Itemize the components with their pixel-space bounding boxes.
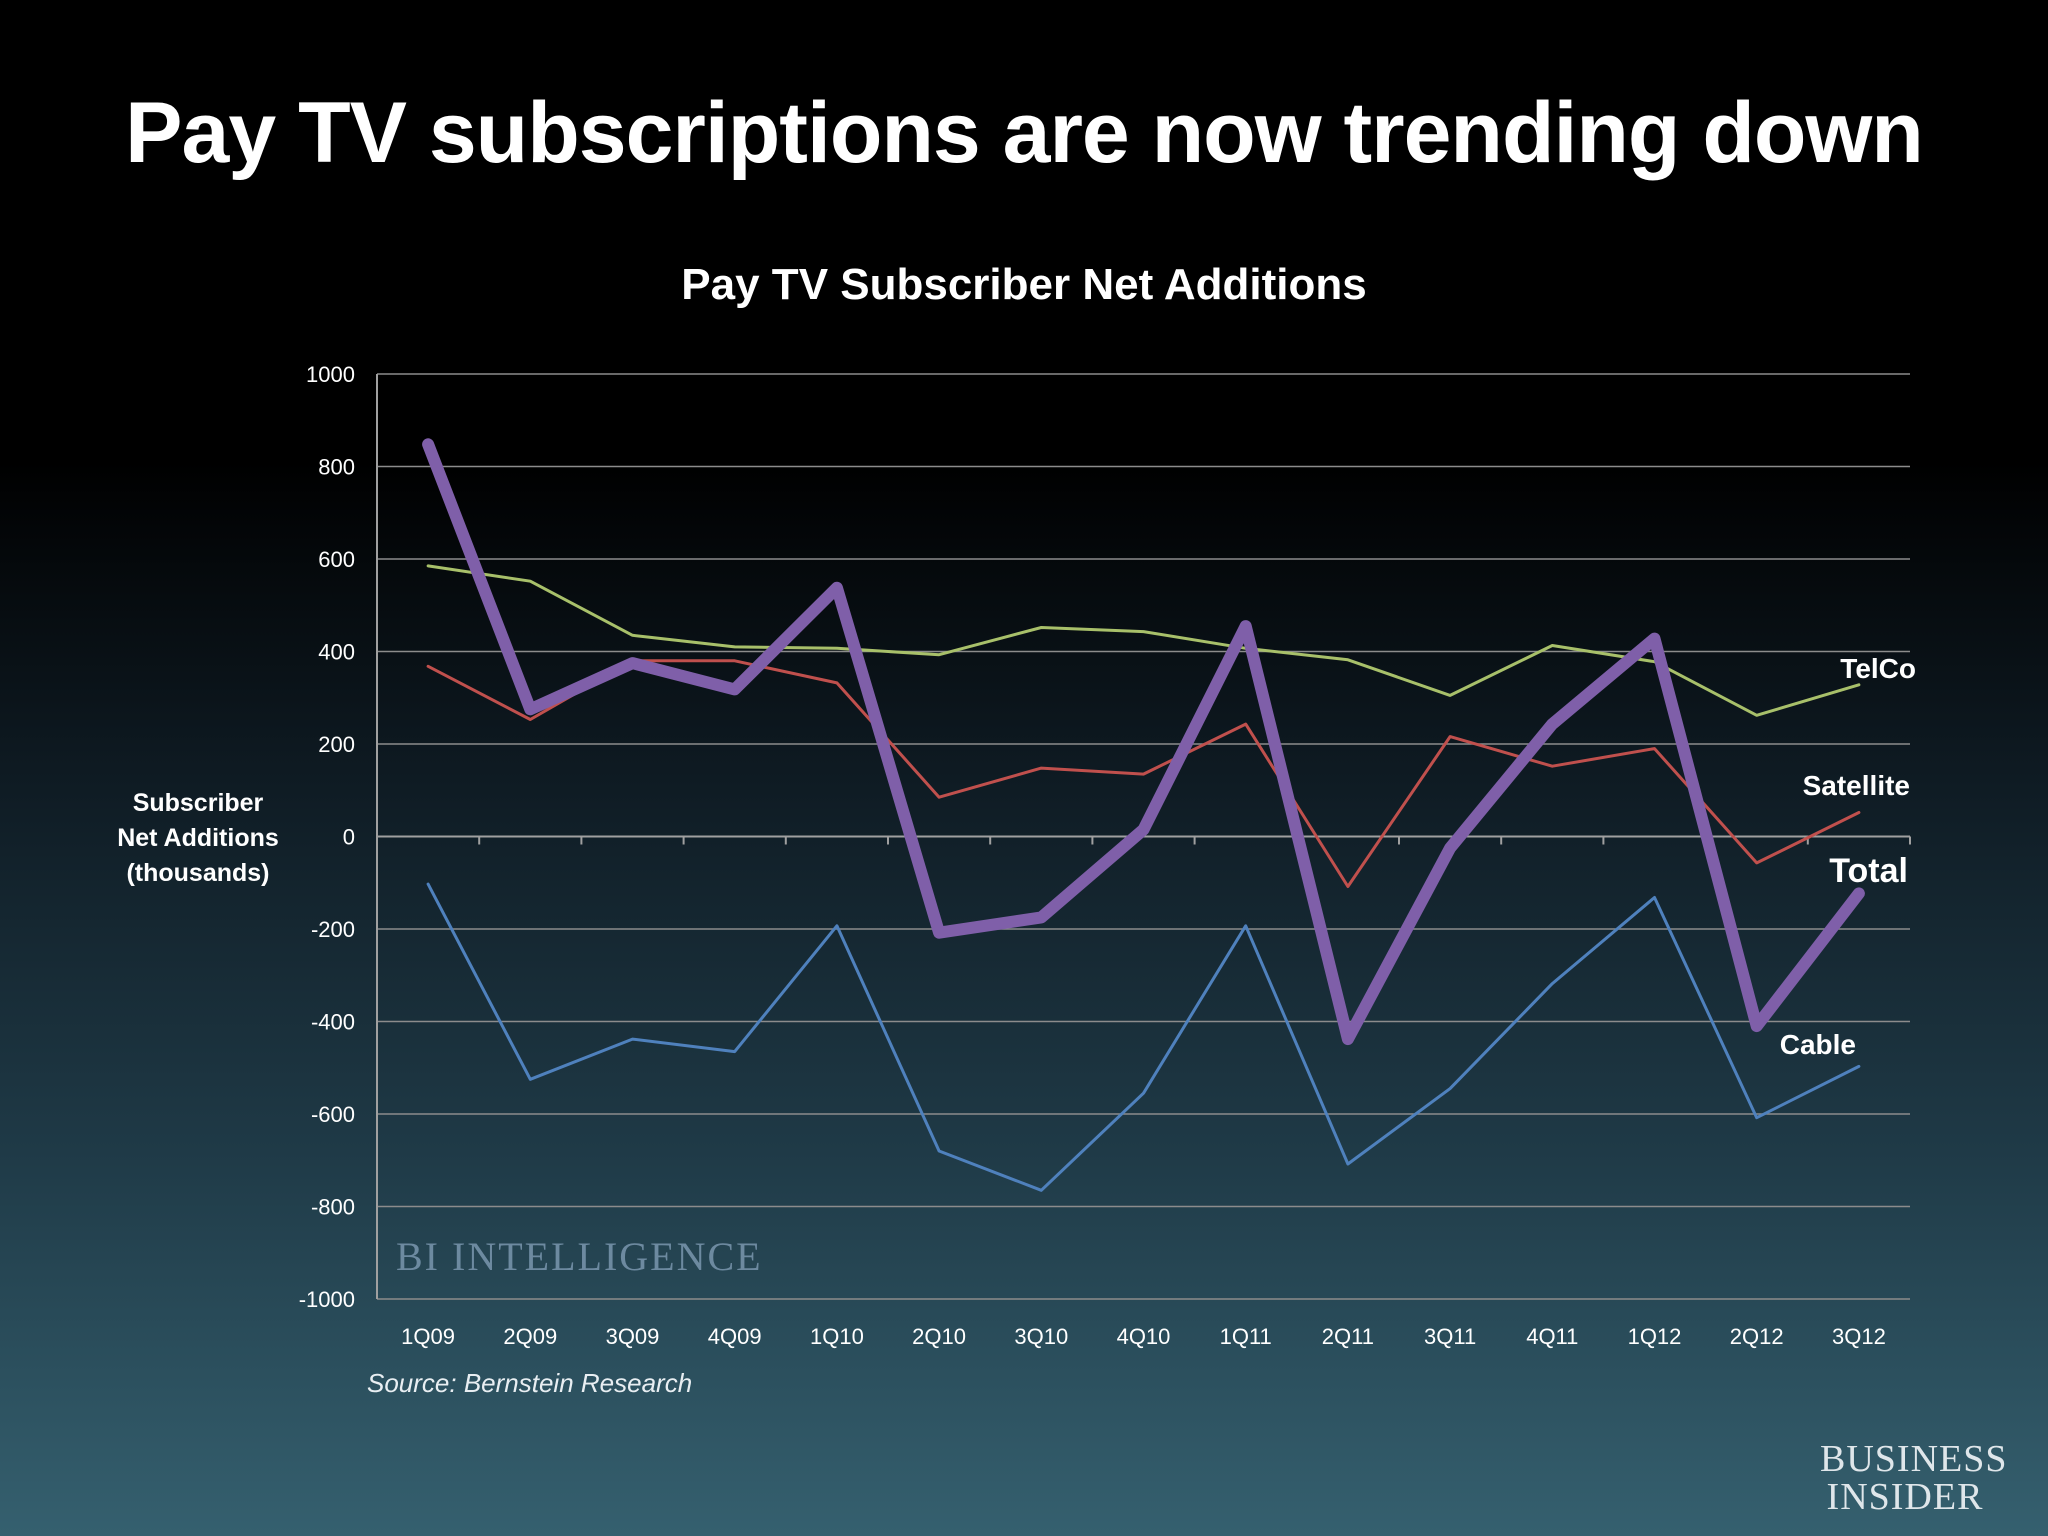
series-labels: TelCo Satellite Cable Total: [1780, 653, 1916, 1060]
x-tick-label: 1Q12: [1628, 1324, 1682, 1349]
series-line-satellite: [426, 659, 1861, 888]
x-tick-labels: 1Q09 2Q09 3Q09 4Q09 1Q10 2Q10 3Q10 4Q10 1Q11 2Q11…: [401, 1324, 1886, 1349]
source-note: Source: Bernstein Research: [367, 1368, 693, 1398]
series-line-telco: [426, 564, 1861, 717]
y-tick-label: 1000: [306, 362, 355, 387]
x-tick-label: 1Q11: [1220, 1324, 1272, 1349]
series-label-total: Total: [1829, 852, 1908, 890]
x-tick-label: 2Q10: [912, 1324, 966, 1349]
series-line-total: [422, 438, 1865, 1046]
watermark-text: BI INTELLIGENCE: [396, 1234, 763, 1279]
y-tick-label: -800: [311, 1195, 355, 1220]
y-tick-label: 0: [343, 825, 355, 850]
y-tick-labels: 1000 800 600 400 200 0 -200 -400 -600 -800 -1000: [299, 362, 355, 1312]
x-tick-label: 3Q12: [1832, 1324, 1886, 1349]
y-tick-label: -600: [311, 1102, 355, 1127]
x-tick-label: 3Q09: [606, 1324, 660, 1349]
x-tick-label: 1Q09: [401, 1324, 455, 1349]
slide-title: Pay TV subscriptions are now trending do…: [125, 85, 1924, 181]
y-tick-label: -400: [311, 1010, 355, 1035]
x-tick-label: 2Q12: [1730, 1324, 1784, 1349]
x-tick-label: 2Q11: [1322, 1324, 1374, 1349]
y-tick-label: 200: [318, 732, 355, 757]
x-tick-label: 4Q10: [1117, 1324, 1171, 1349]
chart-title: Pay TV Subscriber Net Additions: [681, 260, 1367, 309]
business-insider-logo: BUSINESS INSIDER: [1820, 1438, 2008, 1518]
x-tick-label: 3Q11: [1424, 1324, 1476, 1349]
y-tick-label: 600: [318, 547, 355, 572]
series-line-cable: [426, 882, 1861, 1192]
x-tick-label: 4Q09: [708, 1324, 762, 1349]
y-tick-label: -1000: [299, 1287, 355, 1312]
series-lines: [422, 438, 1865, 1192]
x-tick-label: 3Q10: [1014, 1324, 1068, 1349]
series-label-telco: TelCo: [1840, 653, 1916, 684]
y-tick-label: 800: [318, 455, 355, 480]
series-label-satellite: Satellite: [1803, 770, 1910, 801]
y-tick-label: 400: [318, 640, 355, 665]
y-tick-label: -200: [311, 917, 355, 942]
x-tick-label: 1Q10: [810, 1324, 864, 1349]
y-axis-label: Subscriber Net Additions (thousands): [117, 789, 279, 887]
x-tick-label: 2Q09: [503, 1324, 557, 1349]
x-tick-label: 4Q11: [1526, 1324, 1578, 1349]
series-label-cable: Cable: [1780, 1029, 1856, 1060]
